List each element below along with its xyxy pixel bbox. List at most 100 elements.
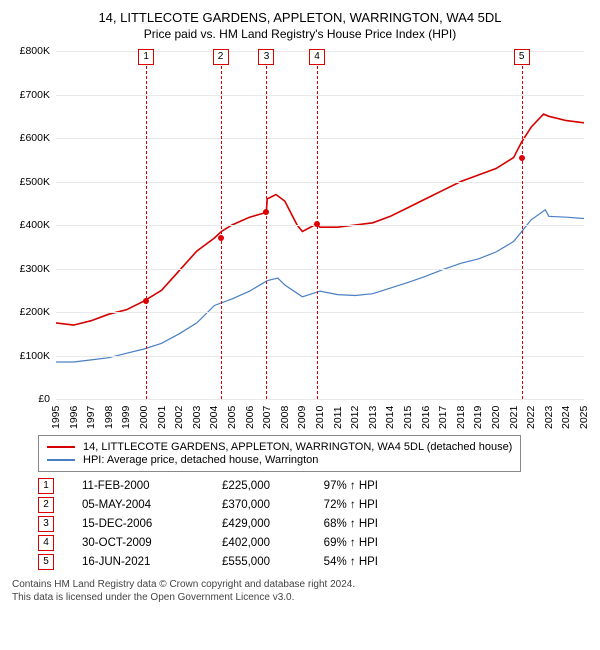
legend: 14, LITTLECOTE GARDENS, APPLETON, WARRIN… — [38, 435, 521, 472]
gridline — [56, 225, 584, 226]
gridline — [56, 269, 584, 270]
sale-marker-dot — [143, 298, 149, 304]
sale-marker-line — [522, 51, 523, 399]
chart-title: 14, LITTLECOTE GARDENS, APPLETON, WARRIN… — [12, 10, 588, 25]
sales-row-hpi: 69% ↑ HPI — [298, 537, 378, 549]
sales-row-price: £370,000 — [200, 499, 270, 511]
x-tick-label: 2012 — [349, 406, 361, 429]
x-tick-label: 2015 — [402, 406, 414, 429]
y-tick-label: £400K — [20, 219, 50, 231]
sales-row: 516-JUN-2021£555,00054% ↑ HPI — [38, 554, 588, 570]
x-tick-label: 2025 — [578, 406, 590, 429]
sales-row-price: £225,000 — [200, 480, 270, 492]
sales-row-hpi: 54% ↑ HPI — [298, 556, 378, 568]
y-tick-label: £500K — [20, 176, 50, 188]
sales-row-hpi: 72% ↑ HPI — [298, 499, 378, 511]
sale-marker-dot — [218, 235, 224, 241]
x-tick-label: 1996 — [68, 406, 80, 429]
sale-marker-box: 4 — [309, 49, 325, 65]
gridline — [56, 95, 584, 96]
sale-marker-line — [221, 51, 222, 399]
sale-marker-dot — [519, 155, 525, 161]
plot-region: 1 2 3 4 5 — [56, 51, 584, 399]
legend-swatch — [47, 459, 75, 461]
sale-marker-dot — [263, 209, 269, 215]
sales-row-hpi: 68% ↑ HPI — [298, 518, 378, 530]
sale-marker-box: 3 — [258, 49, 274, 65]
y-tick-label: £800K — [20, 45, 50, 57]
x-tick-label: 2023 — [543, 406, 555, 429]
sale-marker-box: 2 — [213, 49, 229, 65]
chart-subtitle: Price paid vs. HM Land Registry's House … — [12, 27, 588, 41]
y-axis: £0£100K£200K£300K£400K£500K£600K£700K£80… — [12, 47, 54, 399]
x-tick-label: 1995 — [50, 406, 62, 429]
footer-line-1: Contains HM Land Registry data © Crown c… — [12, 578, 588, 591]
sales-row-date: 15-DEC-2006 — [82, 518, 172, 530]
y-tick-label: £600K — [20, 132, 50, 144]
x-tick-label: 2022 — [525, 406, 537, 429]
x-tick-label: 2003 — [191, 406, 203, 429]
gridline — [56, 138, 584, 139]
sales-row-num: 5 — [38, 554, 54, 570]
x-tick-label: 2016 — [420, 406, 432, 429]
y-tick-label: £700K — [20, 89, 50, 101]
sale-marker-box: 5 — [514, 49, 530, 65]
x-tick-label: 2007 — [261, 406, 273, 429]
sales-row: 2 05-MAY-2004 £370,000 72% ↑ HPI — [38, 497, 588, 513]
sales-row: 1 11-FEB-2000 £225,000 97% ↑ HPI — [38, 478, 588, 494]
series-line-hpi — [56, 210, 584, 362]
footer-line-2: This data is licensed under the Open Gov… — [12, 591, 588, 604]
x-tick-label: 2013 — [367, 406, 379, 429]
x-tick-label: 1998 — [103, 406, 115, 429]
x-tick-label: 1999 — [120, 406, 132, 429]
sales-row-num: 4 — [38, 535, 54, 551]
x-tick-label: 2018 — [455, 406, 467, 429]
series-line-property_price — [56, 114, 584, 325]
x-tick-label: 2001 — [156, 406, 168, 429]
x-tick-label: 2014 — [384, 406, 396, 429]
sale-marker-box: 1 — [138, 49, 154, 65]
sales-row-date: 05-MAY-2004 — [82, 499, 172, 511]
sales-row-price: £429,000 — [200, 518, 270, 530]
sales-row: 3 15-DEC-2006 £429,000 68% ↑ HPI — [38, 516, 588, 532]
x-tick-label: 2010 — [314, 406, 326, 429]
sales-table: 1 11-FEB-2000 £225,000 97% ↑ HPI 2 05-MAY-200… — [38, 478, 588, 570]
x-tick-label: 2021 — [508, 406, 520, 429]
x-tick-label: 2002 — [173, 406, 185, 429]
sale-marker-line — [146, 51, 147, 399]
y-tick-label: £300K — [20, 263, 50, 275]
sales-row-num: 2 — [38, 497, 54, 513]
legend-item: HPI: Average price, detached house, Warr… — [47, 454, 512, 466]
legend-label: HPI: Average price, detached house, Warr… — [83, 454, 318, 466]
x-tick-label: 2011 — [332, 406, 344, 429]
x-tick-label: 2009 — [296, 406, 308, 429]
sale-marker-dot — [314, 221, 320, 227]
sale-marker-line — [266, 51, 267, 399]
x-tick-label: 2020 — [490, 406, 502, 429]
sales-row-num: 3 — [38, 516, 54, 532]
x-tick-label: 2006 — [244, 406, 256, 429]
footer-attribution: Contains HM Land Registry data © Crown c… — [12, 578, 588, 604]
sales-row-date: 30-OCT-2009 — [82, 537, 172, 549]
sales-row-num: 1 — [38, 478, 54, 494]
chart-area: £0 £100K £200K £300K £400K £500K £600K £700K £80… — [12, 47, 588, 427]
x-tick-label: 2017 — [437, 406, 449, 429]
x-tick-label: 2005 — [226, 406, 238, 429]
y-tick-label: £0 — [38, 393, 50, 405]
x-tick-label: 2019 — [472, 406, 484, 429]
gridline — [56, 182, 584, 183]
x-axis: 1995199619971998199920002001200220032004… — [56, 399, 584, 427]
y-tick-label: £100K — [20, 350, 50, 362]
x-tick-label: 1997 — [85, 406, 97, 429]
x-tick-label: 2024 — [560, 406, 572, 429]
sales-row-price: £402,000 — [200, 537, 270, 549]
sales-row: 4 30-OCT-2009 £402,000 69% ↑ HPI — [38, 535, 588, 551]
legend-swatch — [47, 446, 75, 448]
gridline — [56, 312, 584, 313]
gridline — [56, 356, 584, 357]
sales-row-date: 11-FEB-2000 — [82, 480, 172, 492]
y-tick-label: £200K — [20, 306, 50, 318]
x-tick-label: 2000 — [138, 406, 150, 429]
sales-row-hpi: 97% ↑ HPI — [298, 480, 378, 492]
legend-item: 14, LITTLECOTE GARDENS, APPLETON, WARRIN… — [47, 441, 512, 453]
